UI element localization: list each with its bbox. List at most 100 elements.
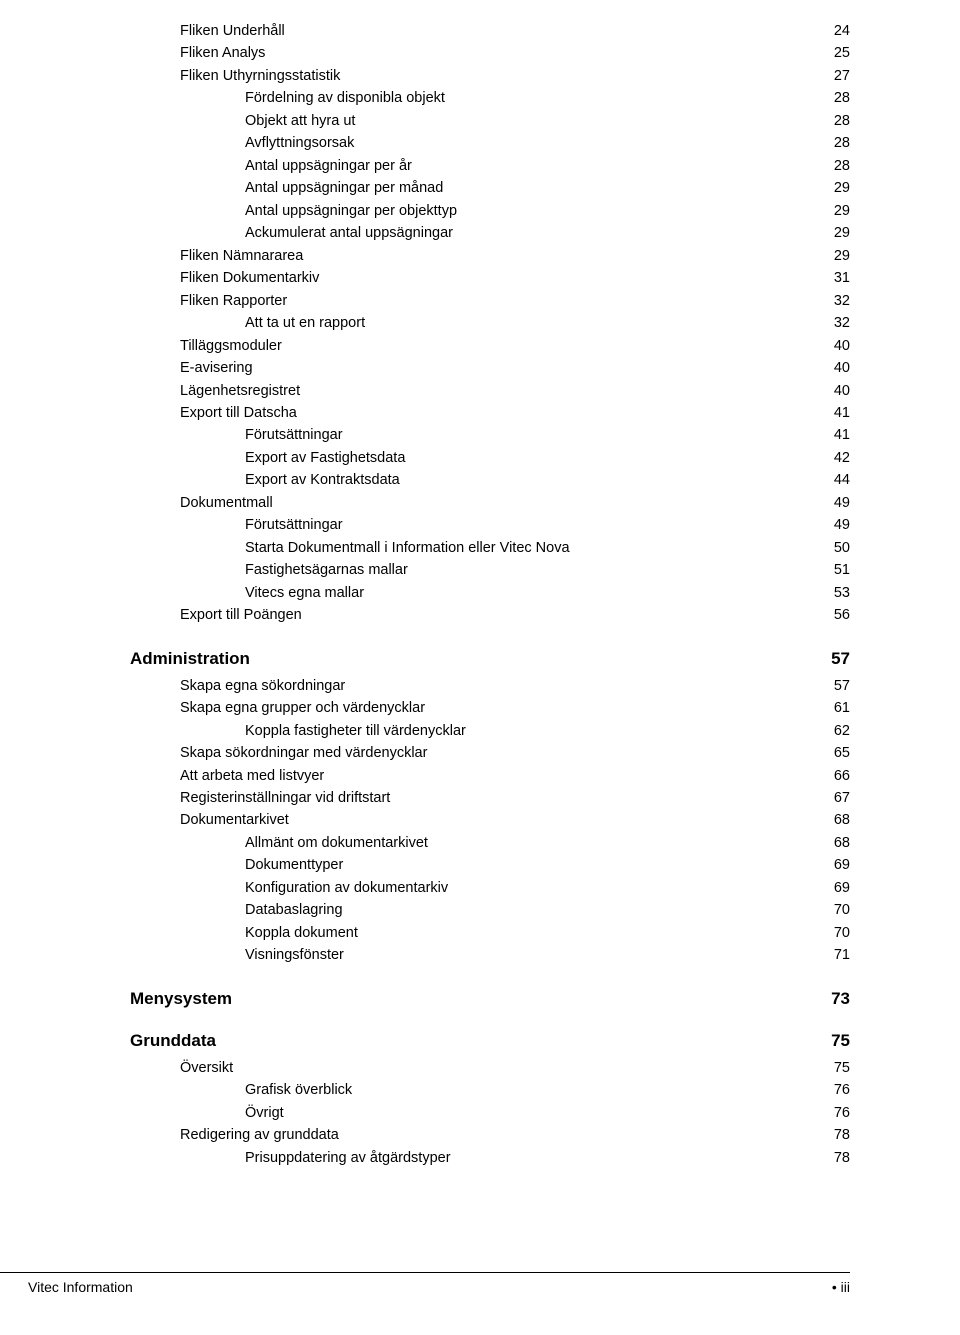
section-title-label: Grunddata	[130, 1031, 216, 1051]
toc-entry-label: Fliken Uthyrningsstatistik	[180, 65, 340, 87]
toc-entry: Ackumulerat antal uppsägningar 29	[130, 222, 850, 244]
toc-entry: Export till Datscha 41	[130, 402, 850, 424]
toc-entry-label: Export till Datscha	[180, 402, 297, 424]
toc-entry: Registerinställningar vid driftstart 67	[130, 787, 850, 809]
toc-entry: Fliken Uthyrningsstatistik 27	[130, 65, 850, 87]
toc-entry-page: 28	[834, 155, 850, 177]
section-title-label: Menysystem	[130, 989, 232, 1009]
toc-entry: Skapa egna sökordningar57	[130, 675, 850, 697]
toc-entry-page: 29	[834, 200, 850, 222]
toc-entry: Förutsättningar 49	[130, 514, 850, 536]
toc-entry-page: 42	[834, 447, 850, 469]
toc-entry-label: Fliken Rapporter	[180, 290, 287, 312]
section-title-page: 75	[831, 1031, 850, 1051]
toc-entry-label: Skapa egna sökordningar	[180, 675, 345, 697]
toc-entry-label: Registerinställningar vid driftstart	[180, 787, 390, 809]
toc-entry-page: 70	[834, 922, 850, 944]
toc-entry-page: 62	[834, 720, 850, 742]
toc-entry: Export av Fastighetsdata 42	[130, 447, 850, 469]
toc-entry-label: Förutsättningar	[245, 514, 343, 536]
toc-entry: Att arbeta med listvyer66	[130, 765, 850, 787]
page-content: Fliken Underhåll24Fliken Analys25Fliken …	[0, 0, 960, 1169]
footer-bullet-icon: •	[832, 1279, 837, 1295]
toc-entry-page: 29	[834, 222, 850, 244]
toc-entry-page: 69	[834, 877, 850, 899]
toc-entry-label: Dokumenttyper	[245, 854, 343, 876]
toc-entry-label: Antal uppsägningar per objekttyp	[245, 200, 457, 222]
toc-entry: Export av Kontraktsdata44	[130, 469, 850, 491]
toc-entry-page: 25	[834, 42, 850, 64]
toc-block-3: Översikt75Grafisk överblick76Övrigt76Red…	[130, 1057, 850, 1169]
toc-entry-label: Antal uppsägningar per månad	[245, 177, 443, 199]
toc-entry-label: Fliken Dokumentarkiv	[180, 267, 319, 289]
toc-entry-page: 29	[834, 177, 850, 199]
section-title-page: 57	[831, 649, 850, 669]
toc-entry: Objekt att hyra ut28	[130, 110, 850, 132]
toc-entry-label: Vitecs egna mallar	[245, 582, 364, 604]
toc-entry: Fliken Underhåll 24	[130, 20, 850, 42]
toc-entry-page: 53	[834, 582, 850, 604]
toc-entry-page: 27	[834, 65, 850, 87]
toc-entry: Dokumentmall49	[130, 492, 850, 514]
toc-entry-page: 28	[834, 87, 850, 109]
toc-entry-page: 71	[834, 944, 850, 966]
toc-entry-label: Dokumentmall	[180, 492, 273, 514]
section-heading-grunddata: Grunddata 75	[130, 1031, 850, 1051]
toc-entry-label: Fastighetsägarnas mallar	[245, 559, 408, 581]
toc-entry: Allmänt om dokumentarkivet 68	[130, 832, 850, 854]
toc-entry-label: Övrigt	[245, 1102, 284, 1124]
toc-entry-label: Export av Fastighetsdata	[245, 447, 405, 469]
page-footer: Vitec Information • iii	[0, 1272, 850, 1295]
toc-entry-page: 68	[834, 832, 850, 854]
toc-entry: Databaslagring70	[130, 899, 850, 921]
toc-entry: Tilläggsmoduler40	[130, 335, 850, 357]
toc-entry-page: 65	[834, 742, 850, 764]
toc-entry-page: 40	[834, 380, 850, 402]
toc-entry: Vitecs egna mallar 53	[130, 582, 850, 604]
toc-entry: Övrigt76	[130, 1102, 850, 1124]
toc-entry-page: 32	[834, 312, 850, 334]
toc-entry-page: 56	[834, 604, 850, 626]
section-title-label: Administration	[130, 649, 250, 669]
toc-entry-label: Visningsfönster	[245, 944, 344, 966]
toc-entry-page: 24	[834, 20, 850, 42]
toc-entry-page: 41	[834, 402, 850, 424]
toc-entry: Skapa sökordningar med värdenycklar65	[130, 742, 850, 764]
toc-entry-page: 41	[834, 424, 850, 446]
footer-page-num: iii	[841, 1279, 850, 1295]
section-heading-administration: Administration 57	[130, 649, 850, 669]
footer-left-text: Vitec Information	[0, 1279, 832, 1295]
toc-entry: Koppla fastigheter till värdenycklar 62	[130, 720, 850, 742]
toc-entry-label: Översikt	[180, 1057, 233, 1079]
toc-entry-page: 68	[834, 809, 850, 831]
toc-entry-label: Allmänt om dokumentarkivet	[245, 832, 428, 854]
toc-entry-label: E-avisering	[180, 357, 253, 379]
toc-entry-page: 69	[834, 854, 850, 876]
toc-entry-page: 67	[834, 787, 850, 809]
toc-entry: Skapa egna grupper och värdenycklar61	[130, 697, 850, 719]
toc-entry-page: 51	[834, 559, 850, 581]
toc-entry-label: Prisuppdatering av åtgärdstyper	[245, 1147, 451, 1169]
toc-entry-page: 49	[834, 514, 850, 536]
toc-block-1: Fliken Underhåll24Fliken Analys25Fliken …	[130, 20, 850, 627]
toc-entry-label: Förutsättningar	[245, 424, 343, 446]
toc-entry-page: 75	[834, 1057, 850, 1079]
toc-entry-label: Grafisk överblick	[245, 1079, 352, 1101]
toc-entry-page: 78	[834, 1147, 850, 1169]
toc-entry-label: Att ta ut en rapport	[245, 312, 365, 334]
toc-entry: Förutsättningar 41	[130, 424, 850, 446]
toc-entry-page: 50	[834, 537, 850, 559]
toc-entry: Antal uppsägningar per år28	[130, 155, 850, 177]
toc-entry: Starta Dokumentmall i Information eller …	[130, 537, 850, 559]
toc-entry-label: Fliken Nämnararea	[180, 245, 303, 267]
toc-entry-label: Export av Kontraktsdata	[245, 469, 400, 491]
toc-entry: Antal uppsägningar per månad 29	[130, 177, 850, 199]
toc-entry-label: Fliken Underhåll	[180, 20, 285, 42]
toc-entry-label: Tilläggsmoduler	[180, 335, 282, 357]
toc-entry-page: 32	[834, 290, 850, 312]
toc-entry-label: Ackumulerat antal uppsägningar	[245, 222, 453, 244]
toc-entry: Fliken Rapporter 32	[130, 290, 850, 312]
toc-entry-label: Koppla fastigheter till värdenycklar	[245, 720, 466, 742]
toc-entry-label: Att arbeta med listvyer	[180, 765, 324, 787]
toc-entry-label: Avflyttningsorsak	[245, 132, 354, 154]
